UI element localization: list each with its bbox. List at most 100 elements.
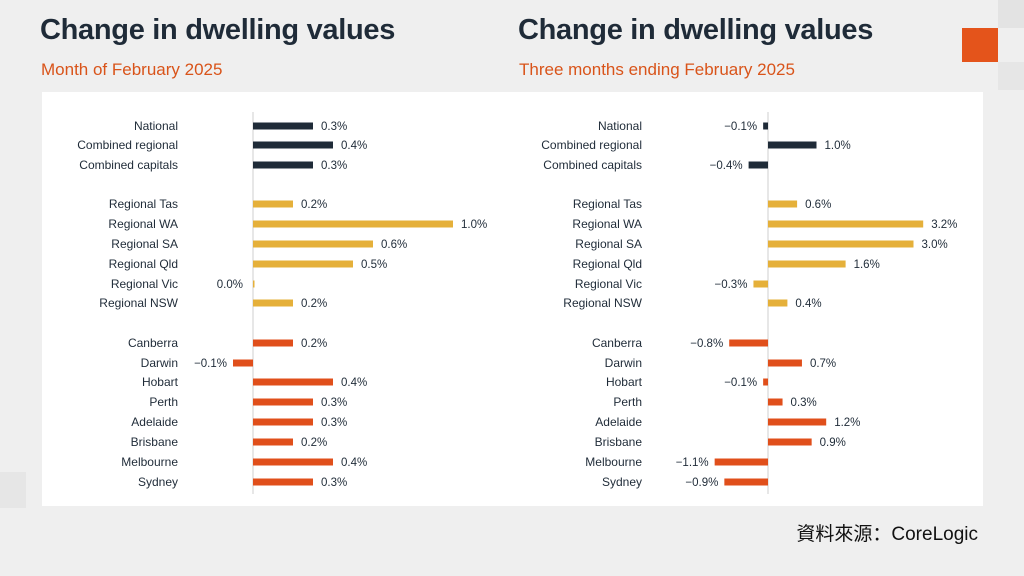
value-label: 0.0% (217, 279, 243, 291)
decor-orange-square (962, 28, 998, 62)
bar (253, 280, 255, 288)
value-label: −0.3% (715, 279, 748, 291)
category-label: Melbourne (121, 455, 178, 469)
value-label: −0.1% (724, 377, 757, 389)
bar (253, 438, 293, 446)
value-label: 0.3% (321, 121, 347, 133)
bar (724, 478, 768, 486)
value-label: 0.5% (361, 259, 387, 271)
decor-grey-square (998, 62, 1024, 90)
category-label: Combined capitals (79, 158, 178, 172)
value-label: 0.6% (805, 199, 831, 211)
bar (768, 240, 914, 248)
category-label: National (134, 119, 178, 133)
category-label: Sydney (602, 475, 642, 489)
left-chart-title: Change in dwelling values (40, 14, 396, 46)
category-label: Combined capitals (543, 158, 642, 172)
category-label: Regional NSW (563, 296, 642, 310)
bar (763, 378, 768, 386)
source-note: 資料來源：CoreLogic (796, 524, 978, 545)
value-label: 0.4% (341, 377, 367, 389)
value-label: 0.2% (301, 298, 327, 310)
value-label: 0.7% (810, 358, 836, 370)
bar (253, 458, 333, 466)
category-label: Regional Qld (573, 257, 642, 271)
decor-grey-square (0, 472, 26, 508)
bar (253, 260, 353, 268)
category-label: Darwin (141, 356, 178, 370)
category-label: Brisbane (131, 435, 179, 449)
bar (729, 339, 768, 347)
bar (253, 141, 333, 149)
bar (768, 418, 827, 426)
value-label: 1.0% (825, 140, 851, 152)
category-label: Melbourne (585, 455, 642, 469)
bar (253, 161, 313, 169)
category-label: Regional Tas (573, 197, 642, 211)
category-label: Hobart (142, 375, 179, 389)
bar (768, 438, 812, 446)
bar (748, 161, 768, 169)
value-label: 0.3% (321, 477, 347, 489)
bar (768, 359, 802, 367)
category-label: Regional Vic (575, 277, 642, 291)
category-label: Canberra (592, 336, 642, 350)
bar (253, 122, 313, 130)
category-label: Hobart (606, 375, 643, 389)
bar (768, 398, 783, 406)
chart-2: National −0.1% Combined regional 1.0% Combin… (541, 112, 957, 494)
bar (253, 478, 313, 486)
bar (768, 141, 817, 149)
right-chart-subtitle: Three months ending February 2025 (519, 60, 795, 79)
category-label: Regional Tas (109, 197, 178, 211)
category-label: Combined regional (77, 138, 178, 152)
value-label: 0.9% (820, 437, 846, 449)
bar (753, 280, 768, 288)
category-label: Darwin (605, 356, 642, 370)
decor-grey-square (998, 0, 1024, 28)
value-label: 1.2% (834, 417, 860, 429)
value-label: 0.4% (341, 457, 367, 469)
value-label: 1.0% (461, 219, 487, 231)
value-label: −1.1% (676, 457, 709, 469)
value-label: 0.4% (341, 140, 367, 152)
value-label: 1.6% (854, 259, 880, 271)
category-label: Canberra (128, 336, 178, 350)
category-label: Regional Qld (109, 257, 178, 271)
category-label: Regional WA (572, 217, 642, 231)
value-label: −0.1% (194, 358, 227, 370)
bar (253, 398, 313, 406)
bar (768, 200, 798, 208)
value-label: 0.2% (301, 199, 327, 211)
category-label: Regional SA (111, 237, 178, 251)
bar (763, 122, 768, 130)
value-label: −0.1% (724, 121, 757, 133)
value-label: −0.4% (710, 160, 743, 172)
value-label: 0.4% (795, 298, 821, 310)
value-label: 0.3% (321, 160, 347, 172)
left-chart-subtitle: Month of February 2025 (41, 60, 223, 79)
category-label: Regional SA (575, 237, 642, 251)
bar (253, 378, 333, 386)
bar (253, 200, 293, 208)
value-label: 3.2% (931, 219, 957, 231)
bar (253, 339, 293, 347)
value-label: 0.3% (321, 397, 347, 409)
chart-1: National 0.3% Combined regional 0.4% Combine… (77, 112, 487, 494)
category-label: Regional NSW (99, 296, 178, 310)
right-chart-title: Change in dwelling values (518, 14, 874, 46)
value-label: 0.6% (381, 239, 407, 251)
bar (253, 418, 313, 426)
bar (768, 299, 788, 307)
value-label: 0.3% (321, 417, 347, 429)
category-label: Perth (613, 395, 642, 409)
value-label: −0.8% (690, 338, 723, 350)
chart-panel (42, 92, 983, 506)
value-label: 0.2% (301, 338, 327, 350)
category-label: Sydney (138, 475, 178, 489)
bar (768, 260, 846, 268)
bar (253, 299, 293, 307)
bar (253, 220, 453, 228)
category-label: Regional WA (108, 217, 178, 231)
